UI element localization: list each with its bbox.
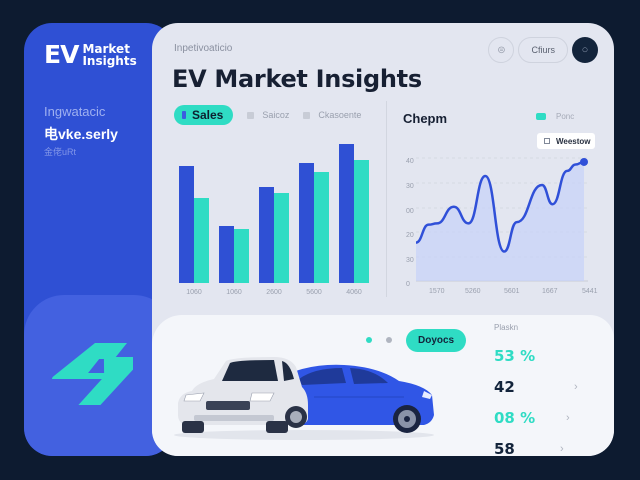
legend-label: Ponc (556, 112, 575, 121)
line-y-tick: 00 (406, 208, 414, 215)
line-endpoint-marker[interactable] (580, 157, 588, 166)
legend-swatch-icon (536, 113, 546, 120)
line-chart-title: Chepm (403, 111, 448, 126)
bar[interactable] (354, 160, 369, 283)
stat-value: 58 (494, 439, 515, 457)
bar[interactable] (219, 226, 234, 283)
page-title: EV Market Insights (172, 65, 422, 93)
logo-line-2: Insights (82, 53, 137, 68)
carousel-dots (366, 337, 392, 343)
tab-box-icon (303, 111, 311, 119)
chevron-right-icon[interactable]: › (566, 411, 570, 424)
stat-row[interactable]: 58 › (494, 433, 578, 457)
tab-marker-icon (182, 111, 186, 119)
bar-chart (172, 133, 382, 283)
tab-label: Ckasoente (318, 110, 362, 120)
tab-label: Saicoz (262, 110, 290, 120)
tab-saicoz[interactable]: Saicoz (247, 110, 289, 120)
bar[interactable] (314, 172, 329, 283)
stat-value: 42 (494, 377, 515, 396)
panel-divider (386, 101, 387, 297)
logo-line-1: Market (82, 41, 130, 56)
breadcrumb[interactable]: Inpetivoaticio (174, 43, 233, 54)
carousel-dot[interactable] (386, 337, 392, 343)
line-y-tick: 0 (406, 281, 410, 288)
bar-x-tick: 4060 (346, 289, 362, 296)
range-dropdown[interactable]: Weestow (537, 133, 595, 149)
carousel-dot-active[interactable] (366, 337, 372, 343)
line-y-tick: 30 (406, 257, 414, 264)
bar-x-tick: 1060 (186, 289, 202, 296)
settings-button[interactable]: ⊜ (488, 37, 515, 63)
line-y-tick: 40 (406, 158, 414, 165)
bar-x-tick: 1060 (226, 289, 242, 296)
line-x-tick: 5441 (582, 288, 598, 295)
stats-label: Plaskn (494, 323, 519, 332)
bar[interactable] (179, 166, 194, 283)
stat-row[interactable]: 42 › (494, 371, 578, 402)
sidebar-feature-card[interactable] (24, 295, 174, 456)
stat-row[interactable]: 08 % › (494, 402, 578, 433)
line-x-tick: 5601 (504, 288, 520, 295)
lightning-bolt-icon (51, 343, 133, 405)
line-chart (416, 157, 588, 282)
sidebar-caption: 金佬uRt (44, 147, 77, 157)
bar[interactable] (259, 187, 274, 283)
logo-mark: EV (44, 40, 79, 69)
bar[interactable] (299, 163, 314, 283)
tab-box-icon (247, 111, 255, 119)
chevron-right-icon[interactable]: › (574, 380, 578, 393)
logo-text: Market Insights (82, 43, 136, 67)
line-legend: Ponc (536, 112, 574, 121)
checkbox-icon (544, 138, 550, 144)
line-x-tick: 1667 (542, 288, 558, 295)
details-button[interactable]: Doyocs (406, 329, 467, 352)
line-y-tick: 30 (406, 183, 414, 190)
line-x-tick: 1570 (429, 288, 445, 295)
bar-x-tick: 2600 (266, 289, 282, 296)
bar-group[interactable] (179, 133, 209, 283)
dropdown-label: Weestow (556, 136, 591, 146)
stat-value: 53 % (494, 346, 536, 365)
circle-icon: ○ (581, 44, 589, 56)
tab-ckasoente[interactable]: Ckasoente (303, 110, 361, 120)
bar[interactable] (234, 229, 249, 283)
sidebar: EV Market Insights Ingwatacic 电vke.serly… (24, 23, 174, 456)
filters-button[interactable]: Cfiurs (518, 37, 568, 63)
stat-value: 08 % (494, 408, 536, 427)
app-logo[interactable]: EV Market Insights (44, 40, 137, 69)
header-actions: ⊜ Cfiurs ○ (488, 37, 598, 63)
cars-illustration (174, 357, 434, 440)
chart-tabs: Sales Saicoz Ckasoente (174, 105, 361, 125)
stat-row[interactable]: 53 % (494, 340, 578, 371)
tab-label: Sales (192, 108, 224, 122)
tab-sales[interactable]: Sales (174, 105, 234, 125)
line-y-tick: 20 (406, 232, 414, 239)
sidebar-headline[interactable]: 电vke.serly (44, 126, 118, 142)
bar-group[interactable] (219, 133, 249, 283)
bar-x-tick: 5600 (306, 289, 322, 296)
stats-list: Plaskn 53 % 42 › 08 % › 58 › (494, 323, 578, 456)
vehicles-card: Doyocs Plaskn 53 % 42 › 08 % › 58 › (152, 315, 614, 456)
settings-icon: ⊜ (497, 44, 506, 56)
sidebar-subtitle: Ingwatacic (44, 104, 106, 119)
bar[interactable] (274, 193, 289, 283)
bar-group[interactable] (299, 133, 329, 283)
bar[interactable] (339, 143, 354, 283)
bar-group[interactable] (339, 133, 369, 283)
chevron-right-icon[interactable]: › (560, 442, 564, 455)
line-x-tick: 5260 (465, 288, 481, 295)
bar-group[interactable] (259, 133, 289, 283)
bar[interactable] (194, 197, 209, 283)
profile-button[interactable]: ○ (572, 37, 598, 63)
